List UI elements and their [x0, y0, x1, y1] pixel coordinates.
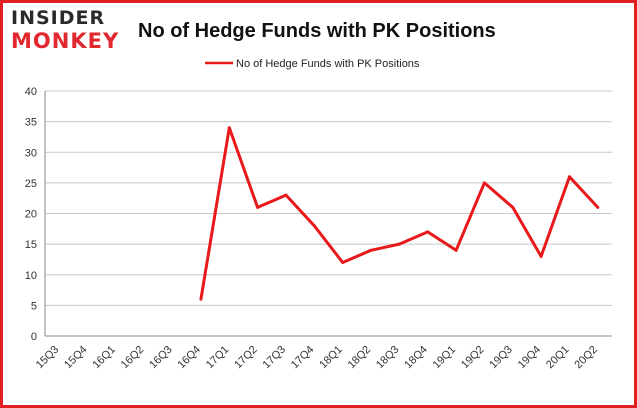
data-point [482, 181, 486, 185]
legend: No of Hedge Funds with PK Positions [205, 58, 420, 70]
y-tick-label: 40 [25, 86, 37, 98]
x-tick-label: 16Q3 [147, 344, 175, 372]
y-tick-label: 15 [25, 239, 37, 251]
data-point [256, 205, 260, 209]
x-tick-label: 18Q1 [317, 344, 345, 372]
x-tick-label: 16Q1 [90, 344, 118, 372]
data-point [567, 175, 571, 179]
y-tick-label: 5 [31, 300, 37, 312]
x-tick-label: 19Q2 [459, 344, 487, 372]
data-point [284, 193, 288, 197]
x-tick-label: 19Q1 [431, 344, 459, 372]
data-point [397, 242, 401, 246]
data-point [426, 230, 430, 234]
x-tick-label: 15Q4 [62, 344, 90, 372]
x-tick-label: 17Q2 [232, 344, 260, 372]
x-tick-label: 18Q4 [402, 344, 430, 372]
y-tick-label: 10 [25, 270, 37, 282]
legend-label: No of Hedge Funds with PK Positions [236, 58, 420, 70]
y-tick-label: 35 [25, 117, 37, 129]
axes [44, 91, 612, 337]
data-point [454, 248, 458, 252]
x-tick-label: 19Q3 [487, 344, 515, 372]
y-tick-labels: 0 5 10 15 20 25 30 35 40 [25, 86, 37, 343]
x-tick-label: 19Q4 [516, 344, 544, 372]
y-tick-label: 0 [31, 331, 37, 343]
x-tick-label: 17Q4 [289, 344, 317, 372]
y-tick-label: 20 [25, 209, 37, 221]
data-point [596, 205, 600, 209]
data-point [369, 248, 373, 252]
data-point [539, 254, 543, 258]
y-tick-label: 30 [25, 147, 37, 159]
x-tick-label: 20Q1 [544, 344, 572, 372]
x-tick-label: 18Q3 [374, 344, 402, 372]
logo-line-1: INSIDER [11, 7, 106, 29]
chart-title: No of Hedge Funds with PK Positions [138, 20, 496, 42]
x-tick-label: 17Q3 [261, 344, 289, 372]
x-tick-label: 15Q3 [34, 344, 62, 372]
x-tick-labels: 15Q3 15Q4 16Q1 16Q2 16Q3 16Q4 17Q1 17Q2 17Q3 17Q4… [34, 344, 600, 372]
gridlines [45, 90, 612, 306]
data-point [312, 224, 316, 228]
data-point [199, 297, 203, 301]
data-point [227, 126, 231, 130]
series-lines [199, 126, 600, 301]
x-tick-label: 16Q2 [119, 344, 147, 372]
data-point [511, 205, 515, 209]
x-tick-label: 17Q1 [204, 344, 232, 372]
y-tick-label: 25 [25, 178, 37, 190]
x-tick-label: 20Q2 [572, 344, 600, 372]
insider-monkey-logo: INSIDER MONKEY [11, 7, 120, 55]
x-tick-label: 16Q4 [176, 344, 204, 372]
x-tick-label: 18Q2 [346, 344, 374, 372]
data-point [341, 261, 345, 264]
logo-line-2: MONKEY [11, 29, 120, 53]
